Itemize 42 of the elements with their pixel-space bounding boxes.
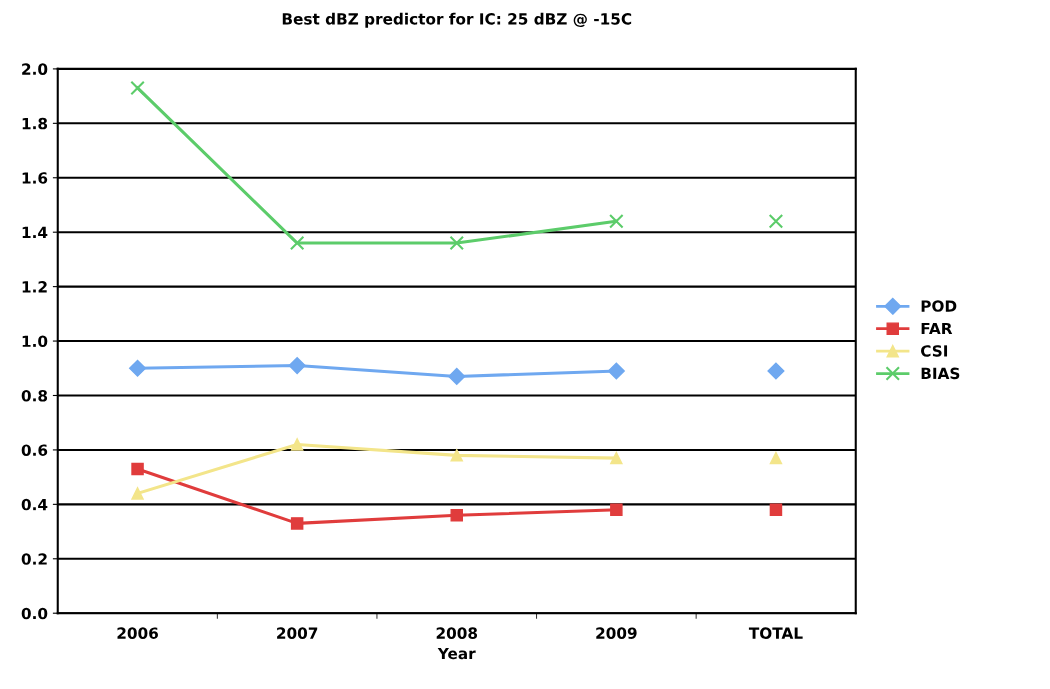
x-tick-label: TOTAL [748, 627, 803, 639]
x-tick-label: 2009 [596, 627, 637, 639]
x-tick-label: 2006 [117, 627, 158, 639]
x-tick-label: 2007 [277, 627, 318, 639]
y-tick-label: 2.0 [22, 63, 48, 75]
legend-label: BIAS [921, 367, 960, 380]
y-tick-label: 0.2 [21, 553, 47, 565]
point [131, 487, 144, 500]
point [609, 214, 624, 229]
legend-label: CSI [921, 345, 948, 357]
point [767, 362, 785, 380]
y-tick-label: 0.4 [21, 498, 48, 511]
point [288, 356, 306, 375]
point [130, 80, 145, 96]
x-axis-title: Year [437, 647, 476, 660]
point [450, 449, 464, 462]
y-tick-label: 0.6 [21, 444, 48, 456]
y-tick-label: 1.8 [22, 117, 48, 130]
y-tick-label: 1.2 [22, 281, 47, 293]
legend-label: POD [921, 300, 957, 312]
y-tick-label: 0.0 [21, 607, 48, 620]
point [289, 235, 305, 251]
y-tick-label: 1.6 [22, 172, 48, 184]
legend-label: FAR [921, 322, 953, 335]
point [769, 503, 783, 517]
point [448, 367, 466, 385]
y-tick-label: 1.4 [22, 226, 48, 238]
point [610, 451, 623, 465]
point [131, 462, 144, 476]
point [769, 451, 783, 465]
point [290, 517, 304, 530]
chart-title: Best dBZ predictor for IC: 25 dBZ @ -15C [282, 12, 632, 28]
point [290, 438, 304, 451]
y-tick-label: 1.0 [22, 335, 48, 348]
point [128, 359, 147, 377]
point [607, 362, 625, 380]
x-tick-label: 2008 [436, 627, 478, 639]
y-tick-label: 0.8 [21, 389, 48, 402]
point [610, 503, 623, 517]
point [449, 235, 465, 251]
point [768, 214, 784, 229]
point [450, 508, 464, 522]
